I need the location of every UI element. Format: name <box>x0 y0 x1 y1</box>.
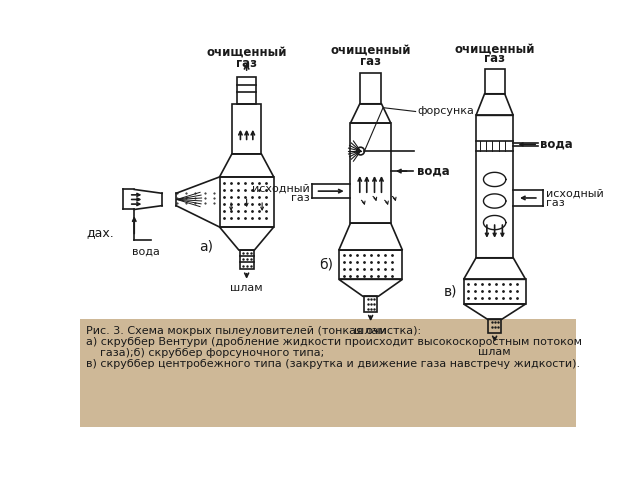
Text: шлам: шлам <box>230 283 263 293</box>
Bar <box>232 104 261 154</box>
Text: очищенный: очищенный <box>206 46 287 59</box>
Text: форсунка: форсунка <box>417 107 474 117</box>
Bar <box>80 319 576 427</box>
Text: газ: газ <box>546 198 564 208</box>
Bar <box>364 296 377 312</box>
Bar <box>463 279 525 304</box>
Text: дах.: дах. <box>86 227 114 240</box>
Bar <box>220 177 274 227</box>
Text: газ: газ <box>484 52 505 65</box>
Text: Рис. 3. Схема мокрых пылеуловителей (тонкая очистка):: Рис. 3. Схема мокрых пылеуловителей (тон… <box>86 326 421 336</box>
Text: газ: газ <box>291 192 310 203</box>
Text: вода: вода <box>540 137 573 150</box>
Bar <box>351 123 391 223</box>
Text: газа);б) скруббер форсуночного типа;: газа);б) скруббер форсуночного типа; <box>86 348 324 358</box>
Text: шлам: шлам <box>478 347 511 357</box>
Text: а): а) <box>199 239 213 253</box>
Bar <box>239 250 253 269</box>
Text: газ: газ <box>360 55 381 68</box>
Bar <box>339 250 403 279</box>
Text: а) скруббер Вентури (дробление жидкости происходит высокоскоростным потоком: а) скруббер Вентури (дробление жидкости … <box>86 337 582 347</box>
Text: в): в) <box>444 285 458 299</box>
Text: вода: вода <box>132 246 160 256</box>
Text: очищенный: очищенный <box>454 42 535 55</box>
Bar <box>360 73 381 104</box>
Bar <box>237 77 256 104</box>
Text: в) скруббер центробежного типа (закрутка и движение газа навстречу жидкости).: в) скруббер центробежного типа (закрутка… <box>86 359 580 369</box>
Bar <box>80 58 576 319</box>
Text: б): б) <box>319 258 333 272</box>
Text: исходный: исходный <box>252 183 310 193</box>
Bar <box>476 115 513 258</box>
Bar <box>488 319 501 333</box>
Bar <box>484 69 505 94</box>
Text: вода: вода <box>417 165 450 178</box>
Text: очищенный: очищенный <box>330 44 411 57</box>
Text: шлам: шлам <box>355 326 387 336</box>
Text: газ: газ <box>236 57 257 70</box>
Text: исходный: исходный <box>546 189 604 199</box>
